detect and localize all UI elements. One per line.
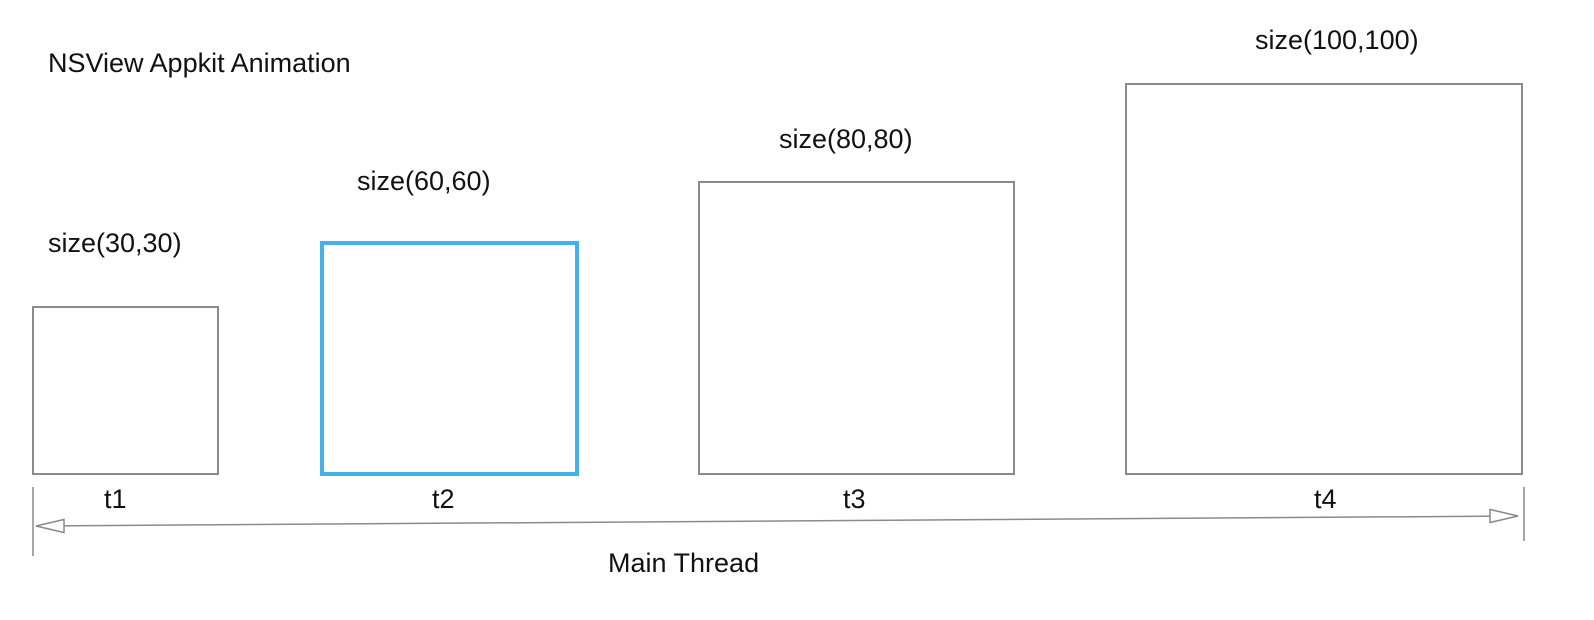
size-label-t3: size(80,80) bbox=[779, 124, 913, 154]
time-label-t1: t1 bbox=[104, 484, 127, 514]
timeline-line bbox=[35, 515, 1519, 527]
view-box-t4 bbox=[1125, 83, 1523, 475]
time-label-t4: t4 bbox=[1314, 484, 1337, 514]
view-box-t2 bbox=[320, 241, 579, 476]
view-box-t3 bbox=[698, 181, 1015, 475]
size-label-t2: size(60,60) bbox=[357, 166, 491, 196]
timeline-left-arrowhead bbox=[35, 518, 65, 534]
timeline-right-arrowhead bbox=[1489, 508, 1519, 524]
size-label-t1: size(30,30) bbox=[48, 228, 182, 258]
view-box-t1 bbox=[32, 306, 219, 475]
diagram-title: NSView Appkit Animation bbox=[48, 48, 351, 78]
timeline-label: Main Thread bbox=[608, 548, 760, 578]
size-label-t4: size(100,100) bbox=[1255, 25, 1419, 55]
time-label-t3: t3 bbox=[843, 484, 866, 514]
time-label-t2: t2 bbox=[432, 484, 455, 514]
